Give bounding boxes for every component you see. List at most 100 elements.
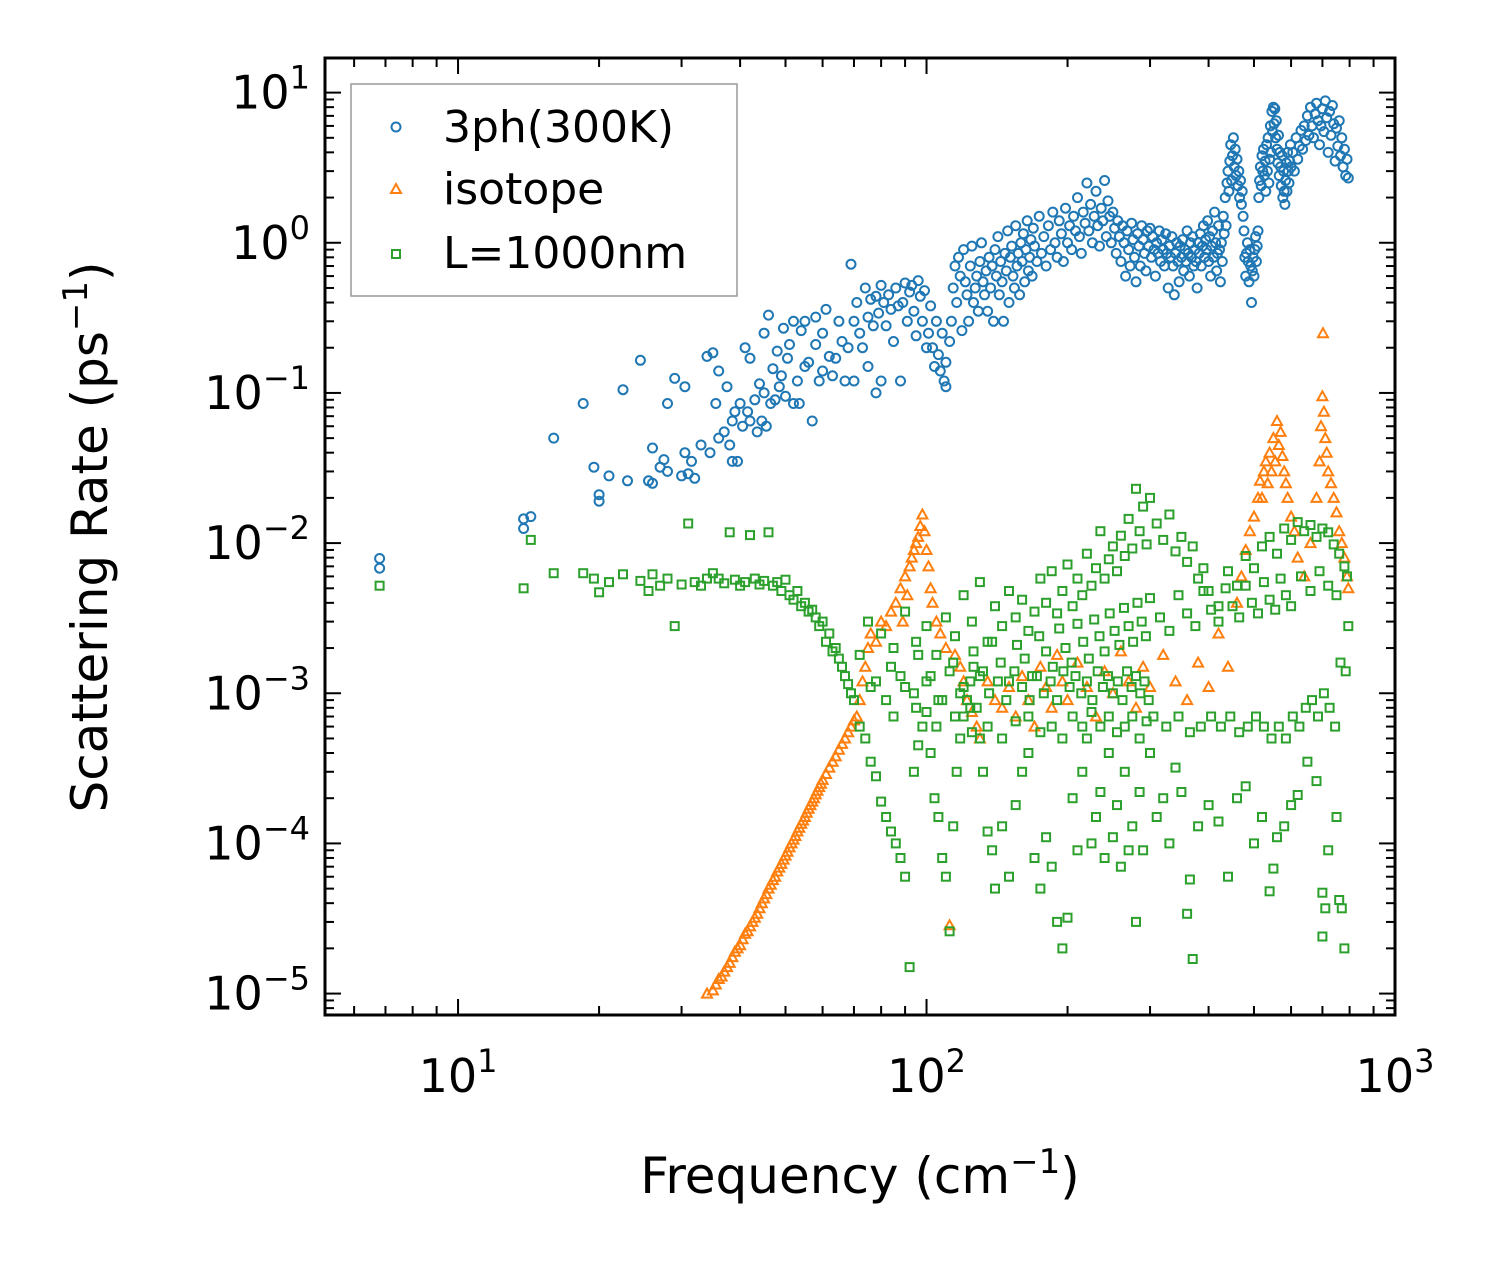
data-point <box>588 573 599 584</box>
data-point <box>982 826 993 837</box>
data-point <box>1164 838 1175 849</box>
data-point <box>1170 762 1181 773</box>
data-point <box>1158 793 1169 804</box>
data-point <box>1266 733 1277 744</box>
data-point <box>1299 526 1310 537</box>
data-point <box>686 455 697 467</box>
legend-label-3ph: 3ph(300K) <box>443 102 674 153</box>
data-point <box>726 415 738 427</box>
data-point <box>1341 153 1353 165</box>
data-point <box>726 455 738 467</box>
data-point <box>1263 177 1275 189</box>
data-point <box>593 489 605 501</box>
data-point <box>782 352 793 364</box>
data-point <box>1273 721 1284 732</box>
data-point <box>819 766 833 779</box>
data-point <box>1134 787 1145 797</box>
data-point <box>1112 800 1122 811</box>
data-point <box>1329 505 1344 518</box>
data-point <box>1086 707 1097 717</box>
data-point <box>940 356 952 368</box>
data-point <box>1010 220 1022 232</box>
data-point <box>1223 566 1233 577</box>
data-point <box>518 583 529 594</box>
data-point <box>1258 577 1269 588</box>
data-point <box>1280 490 1295 503</box>
data-point <box>907 542 921 555</box>
series-0 <box>374 95 1354 574</box>
data-point <box>742 406 754 418</box>
data-point <box>1029 606 1040 617</box>
data-point <box>578 568 589 579</box>
data-point <box>842 342 854 354</box>
data-point <box>1126 217 1138 229</box>
data-point <box>1095 721 1106 732</box>
data-point <box>1038 231 1050 243</box>
data-point <box>1270 132 1282 144</box>
data-point <box>1073 231 1085 243</box>
data-point <box>622 475 633 487</box>
data-point <box>925 595 940 608</box>
data-point <box>1033 210 1045 222</box>
data-point <box>971 702 982 713</box>
data-point <box>1115 861 1126 872</box>
data-point <box>1206 711 1217 722</box>
data-point <box>525 511 537 523</box>
data-point <box>758 327 770 339</box>
data-point <box>1047 661 1058 672</box>
data-point <box>949 260 961 272</box>
data-point <box>525 534 536 545</box>
data-point <box>959 276 971 288</box>
data-point <box>958 590 969 601</box>
data-point <box>923 581 938 594</box>
data-point <box>883 289 895 301</box>
data-point <box>1294 721 1305 732</box>
data-point <box>1321 112 1333 124</box>
data-point <box>1311 776 1322 787</box>
data-point <box>1086 838 1097 849</box>
data-point <box>860 733 871 744</box>
data-point <box>813 375 825 387</box>
data-point <box>634 354 646 366</box>
y-tick-label: 10−2 <box>204 509 310 570</box>
data-point <box>884 604 898 617</box>
data-point <box>695 439 707 451</box>
data-point <box>876 628 887 639</box>
data-point <box>1131 916 1141 927</box>
data-point <box>744 352 756 364</box>
data-point <box>1231 153 1243 165</box>
data-point <box>1284 509 1298 522</box>
data-point <box>1292 153 1304 165</box>
data-point <box>1134 733 1145 744</box>
data-point <box>1217 210 1229 222</box>
data-point <box>1139 676 1150 687</box>
data-point <box>729 406 741 418</box>
data-point <box>745 530 755 541</box>
data-point <box>1010 612 1021 623</box>
data-point <box>964 260 976 272</box>
data-point <box>1126 682 1137 692</box>
data-point <box>974 733 985 744</box>
data-point <box>881 695 892 706</box>
data-point <box>1052 916 1063 927</box>
data-point <box>1119 551 1130 561</box>
data-point <box>1107 541 1118 552</box>
data-point <box>1249 563 1259 574</box>
data-point <box>1277 464 1291 477</box>
data-point <box>876 796 887 807</box>
data-point <box>1191 282 1203 294</box>
data-point <box>995 700 1009 713</box>
data-point <box>829 749 843 762</box>
data-point <box>719 578 730 589</box>
data-point <box>939 640 953 653</box>
data-point <box>1333 115 1345 127</box>
data-point <box>1305 520 1316 530</box>
data-point <box>1052 608 1063 619</box>
data-point <box>1232 793 1242 804</box>
data-point <box>763 309 774 321</box>
data-point <box>1129 700 1143 713</box>
data-point <box>862 311 874 323</box>
data-point <box>865 682 876 692</box>
data-point <box>1261 139 1273 151</box>
data-point <box>1252 225 1264 237</box>
